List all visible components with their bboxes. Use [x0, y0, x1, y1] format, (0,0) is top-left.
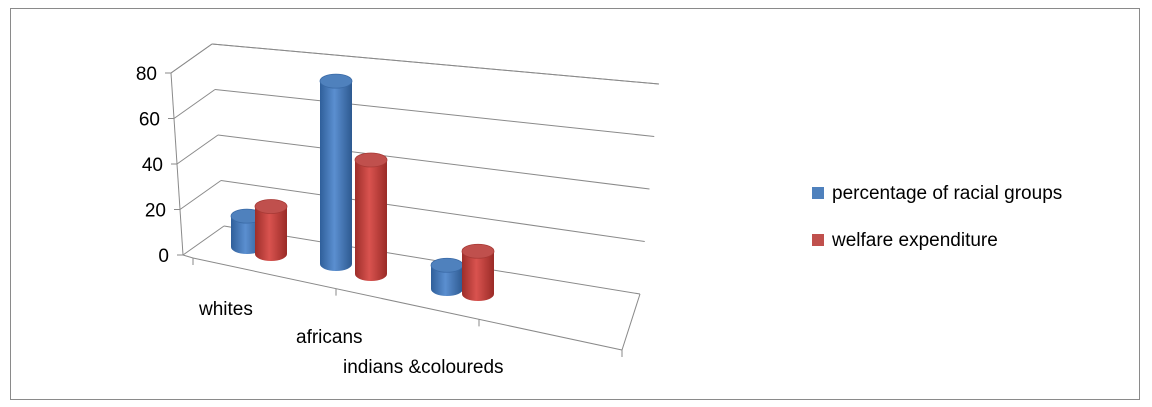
x-tick-label: africans	[296, 327, 363, 348]
bar-body	[431, 265, 463, 296]
x-tick-label: indians &coloureds	[343, 357, 504, 378]
x-tick-label: whites	[198, 299, 253, 320]
legend-label: welfare expenditure	[831, 230, 998, 251]
bar	[430, 257, 464, 296]
legend: percentage of racial groups welfare expen…	[812, 183, 1062, 251]
bar-body	[355, 160, 387, 281]
gridline-left-1	[179, 180, 222, 210]
y-tick-label: 80	[136, 64, 157, 85]
x-axis-labels: whites africans indians &coloureds	[192, 258, 623, 378]
bar	[319, 73, 353, 271]
gridline-left-4	[170, 43, 213, 74]
bar-top	[461, 243, 495, 259]
bar	[354, 152, 388, 281]
floor-left-edge	[182, 254, 194, 259]
bar	[254, 199, 288, 261]
gridline-left-2	[176, 134, 219, 165]
bar-top	[354, 152, 388, 168]
bars	[230, 73, 495, 301]
y-tick-label: 0	[158, 246, 169, 267]
gridline-left-0	[182, 225, 225, 256]
y-tick-label: 60	[139, 110, 160, 131]
bar	[461, 243, 495, 301]
legend-swatch	[812, 187, 824, 199]
bar-top	[254, 199, 288, 214]
bar-top	[430, 257, 464, 273]
gridline-back-0	[223, 225, 641, 295]
floor-edge	[192, 257, 641, 351]
gridlines	[170, 43, 660, 295]
bar-body	[255, 206, 287, 261]
y-axis-ticks: 0 20 40 60 80	[136, 64, 183, 267]
chart-frame	[10, 8, 1140, 400]
legend-swatch	[812, 234, 824, 246]
gridline-back-2	[217, 134, 650, 190]
gridline-left-3	[173, 89, 216, 119]
gridline-back-1	[220, 180, 645, 242]
y-tick-label: 40	[142, 155, 163, 176]
gridline-back-4	[211, 43, 660, 85]
bar-top	[319, 73, 353, 89]
bar-body	[462, 251, 494, 301]
y-tick-label: 20	[145, 201, 166, 222]
gridline-back-3	[214, 89, 655, 137]
bar-body	[320, 81, 352, 271]
legend-label: percentage of racial groups	[832, 183, 1062, 204]
